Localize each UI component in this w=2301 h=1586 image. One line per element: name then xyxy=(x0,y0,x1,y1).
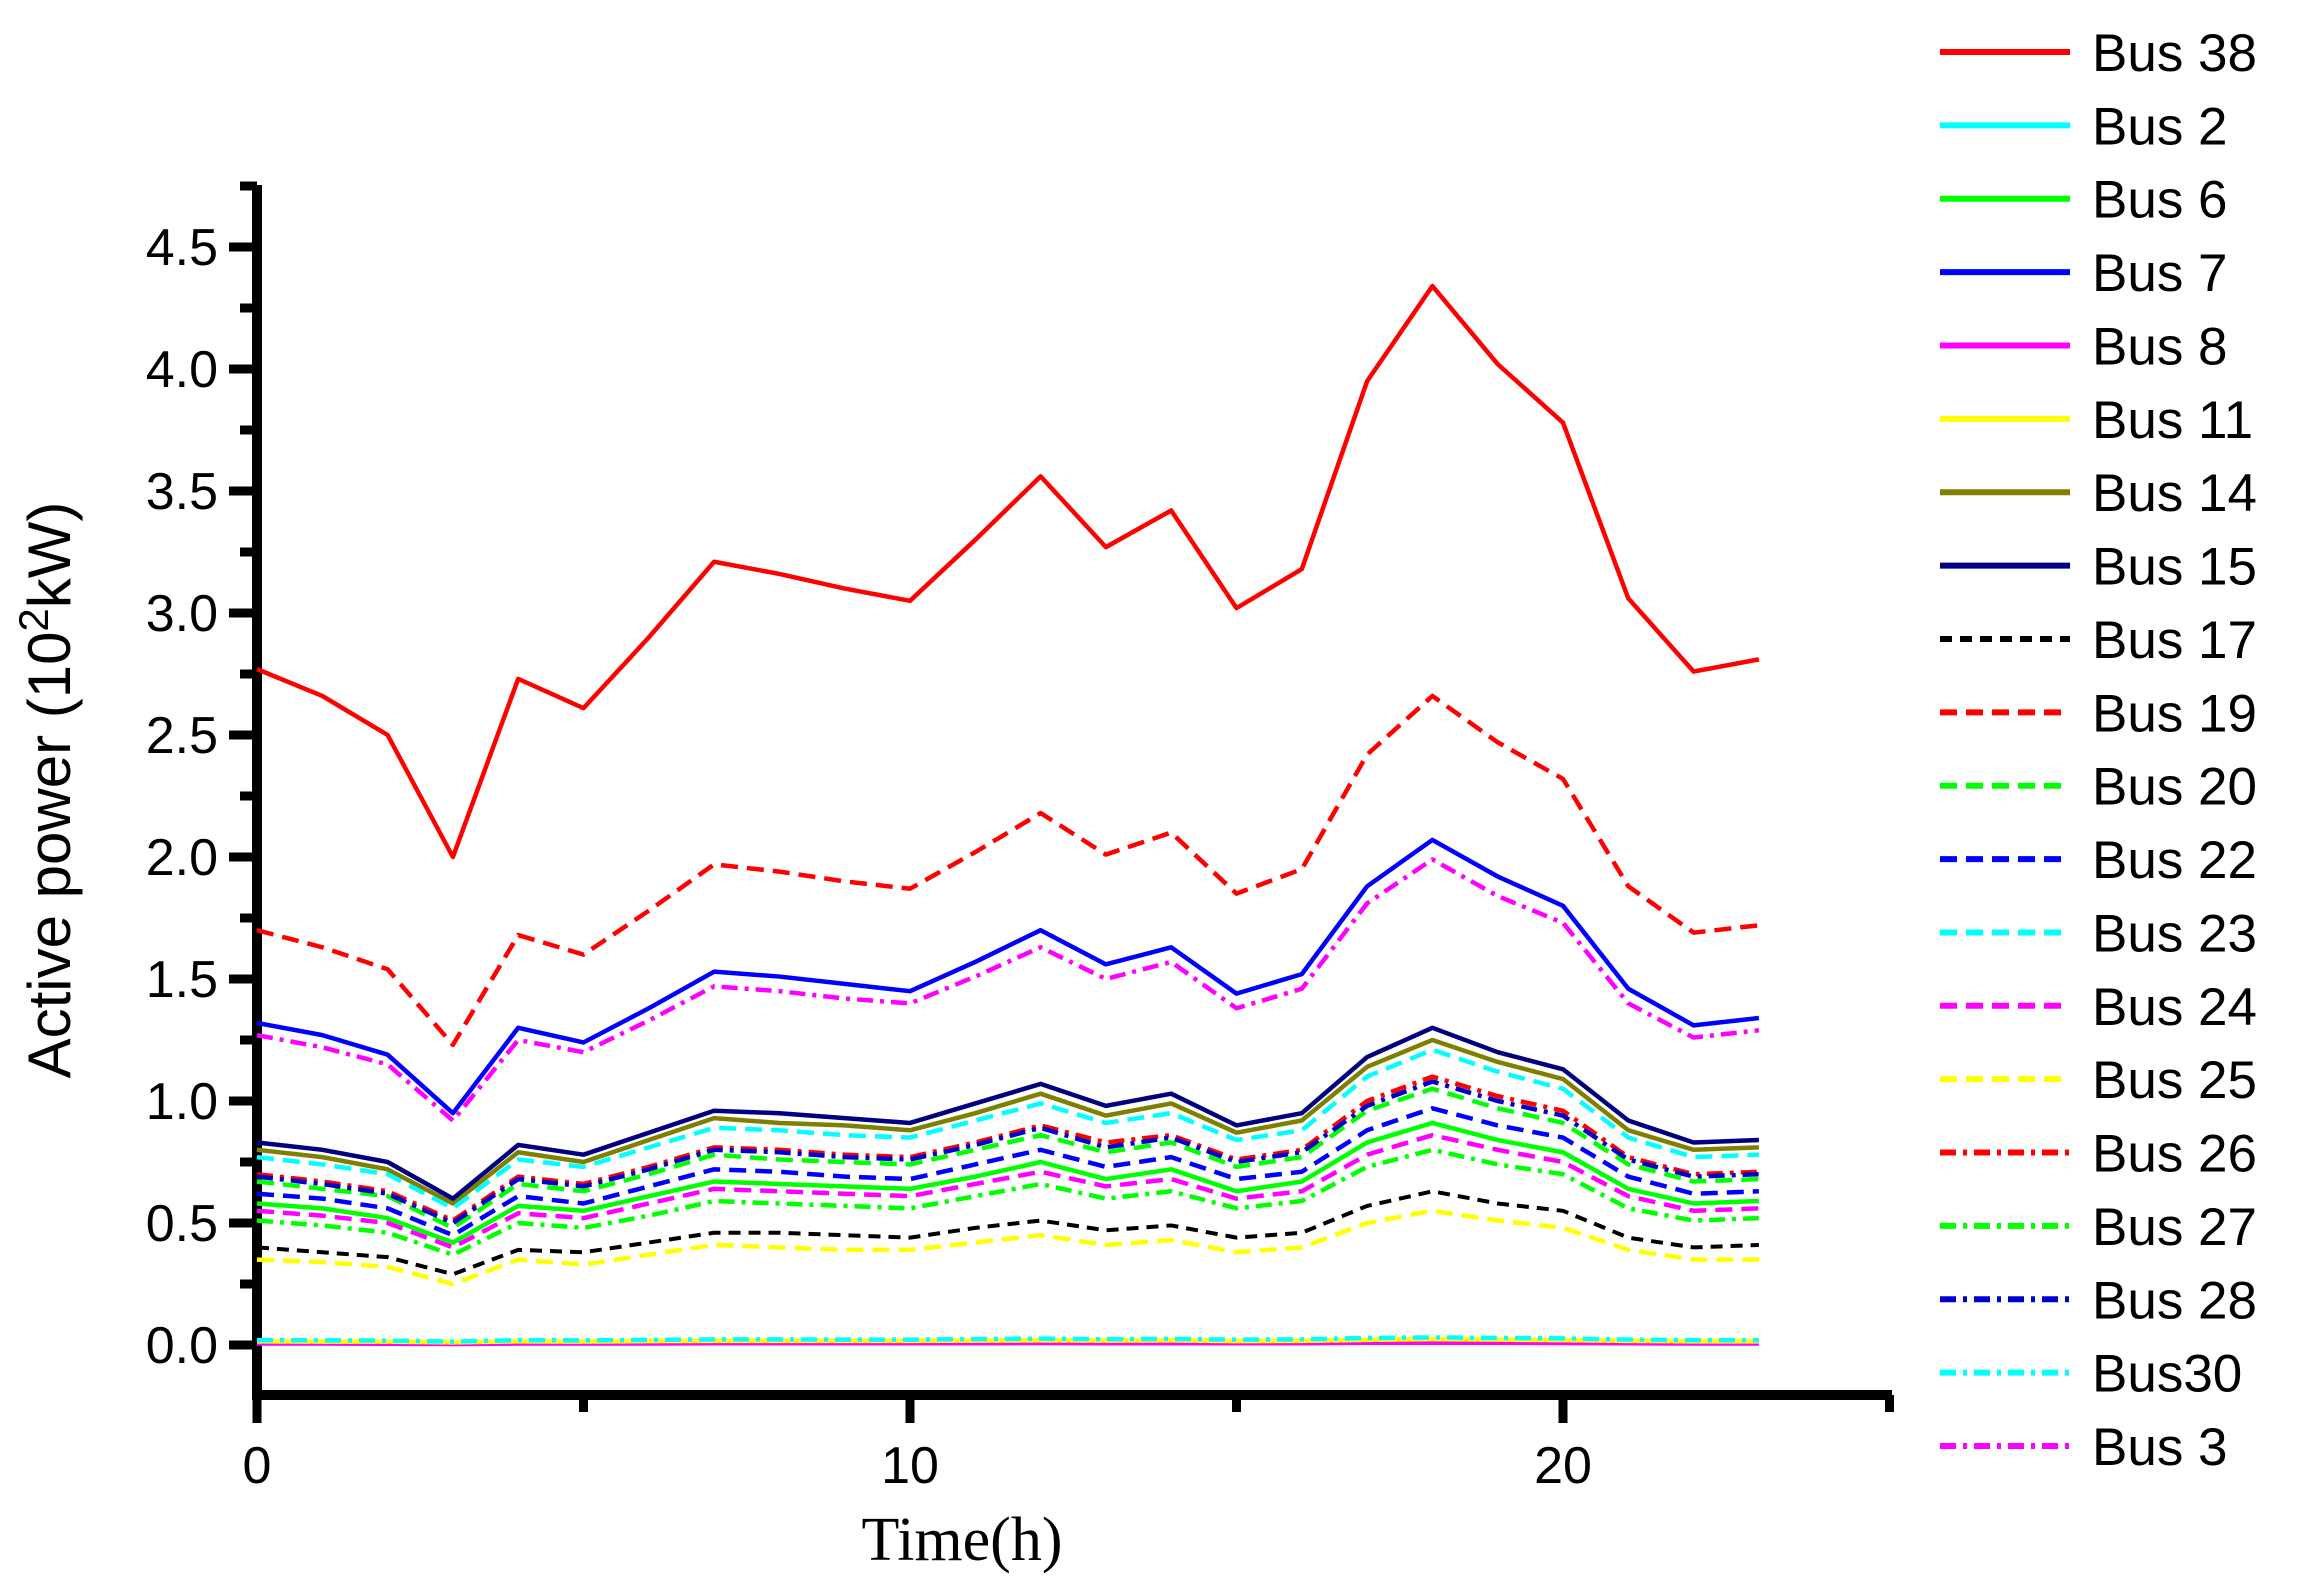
y-tick-label: 4.0 xyxy=(146,341,218,399)
legend-label-bus-27: Bus 27 xyxy=(2092,1198,2257,1257)
legend-item-bus-3: Bus 3 xyxy=(1940,1418,2228,1477)
legend-item-bus-20: Bus 20 xyxy=(1940,758,2257,817)
legend-label-bus-14: Bus 14 xyxy=(2092,464,2257,523)
y-tick-label: 4.5 xyxy=(146,219,218,277)
legend-item-bus30: Bus30 xyxy=(1940,1345,2242,1404)
legend-label-bus-24: Bus 24 xyxy=(2092,978,2257,1037)
legend-label-bus-17: Bus 17 xyxy=(2092,611,2257,670)
series-bus-7 xyxy=(256,837,1760,1116)
series-bus-23 xyxy=(256,1047,1759,1211)
x-axis-title: Time(h) xyxy=(862,1506,1063,1574)
legend-label-bus-7: Bus 7 xyxy=(2092,244,2228,303)
y-tick-label: 1.0 xyxy=(146,1073,218,1131)
legend-label-bus-3: Bus 3 xyxy=(2092,1418,2228,1477)
legend-item-bus-8: Bus 8 xyxy=(1940,317,2228,376)
series-bus-3 xyxy=(256,857,1760,1123)
legend-item-bus-26: Bus 26 xyxy=(1940,1125,2257,1184)
y-tick-label: 0.5 xyxy=(146,1195,218,1253)
legend-item-bus-19: Bus 19 xyxy=(1940,684,2257,743)
legend: Bus 38 Bus 2 Bus 6 Bus 7 Bus 8 Bus 11 Bus 14 Bu… xyxy=(1940,24,2257,1477)
series-bus-24 xyxy=(256,1132,1759,1250)
x-tick-label: 20 xyxy=(1534,1437,1592,1495)
legend-item-bus-6: Bus 6 xyxy=(1940,171,2228,230)
legend-item-bus-14: Bus 14 xyxy=(1940,464,2257,523)
x-tick-label: 0 xyxy=(243,1437,272,1495)
y-tick-label: 1.5 xyxy=(146,951,218,1009)
legend-item-bus-25: Bus 25 xyxy=(1940,1051,2257,1110)
legend-item-bus-27: Bus 27 xyxy=(1940,1198,2257,1257)
legend-item-bus-11: Bus 11 xyxy=(1940,391,2253,450)
y-axis-title: Active power (102kW) xyxy=(10,502,83,1079)
legend-item-bus-17: Bus 17 xyxy=(1940,611,2257,670)
y-tick-label: 0.0 xyxy=(146,1317,218,1375)
legend-item-bus-7: Bus 7 xyxy=(1940,244,2228,303)
legend-label-bus30: Bus30 xyxy=(2092,1345,2242,1404)
legend-label-bus-8: Bus 8 xyxy=(2092,317,2228,376)
series-bus-6 xyxy=(256,1120,1759,1245)
legend-label-bus-19: Bus 19 xyxy=(2092,684,2257,743)
legend-label-bus-2: Bus 2 xyxy=(2092,97,2228,156)
legend-label-bus-22: Bus 22 xyxy=(2092,831,2257,890)
legend-label-bus-15: Bus 15 xyxy=(2092,538,2257,597)
y-tick-label: 3.5 xyxy=(146,463,218,521)
legend-label-bus-11: Bus 11 xyxy=(2092,391,2253,450)
y-tick-label: 3.0 xyxy=(146,585,218,643)
legend-label-bus-6: Bus 6 xyxy=(2092,171,2228,230)
series-bus-25 xyxy=(256,1208,1759,1287)
series-bus-14 xyxy=(256,1037,1759,1206)
series-bus-17 xyxy=(256,1189,1759,1277)
legend-label-bus-20: Bus 20 xyxy=(2092,758,2257,817)
legend-label-bus-26: Bus 26 xyxy=(2092,1125,2257,1184)
legend-label-bus-23: Bus 23 xyxy=(2092,904,2257,963)
legend-item-bus-15: Bus 15 xyxy=(1940,538,2257,597)
legend-item-bus-2: Bus 2 xyxy=(1940,97,2228,156)
legend-item-bus-23: Bus 23 xyxy=(1940,904,2257,963)
legend-item-bus-28: Bus 28 xyxy=(1940,1271,2257,1330)
series-bus-15 xyxy=(256,1025,1759,1201)
x-tick-label: 10 xyxy=(881,1437,939,1495)
legend-item-bus-38: Bus 38 xyxy=(1940,24,2257,83)
series-bus-22 xyxy=(256,1106,1759,1238)
y-tick-label: 2.5 xyxy=(146,707,218,765)
legend-item-bus-24: Bus 24 xyxy=(1940,978,2257,1037)
legend-label-bus-28: Bus 28 xyxy=(2092,1271,2257,1330)
legend-label-bus-38: Bus 38 xyxy=(2092,24,2257,83)
series-bus30 xyxy=(256,1335,1759,1344)
series-bus-38 xyxy=(256,283,1760,860)
series-bus-20 xyxy=(256,1086,1759,1231)
legend-item-bus-22: Bus 22 xyxy=(1940,831,2257,890)
y-tick-label: 2.0 xyxy=(146,829,218,887)
legend-label-bus-25: Bus 25 xyxy=(2092,1051,2257,1110)
series-bus-19 xyxy=(256,693,1760,1048)
